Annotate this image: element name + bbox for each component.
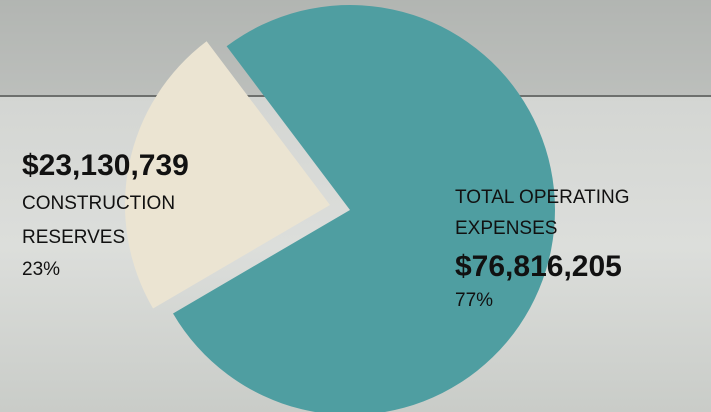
category-label: CONSTRUCTION	[22, 193, 175, 214]
value-label: $23,130,739	[22, 149, 189, 182]
share-label: 23%	[22, 259, 60, 280]
category-label: EXPENSES	[455, 218, 557, 239]
value-label: $76,816,205	[455, 250, 622, 283]
category-label: TOTAL OPERATING	[455, 187, 630, 208]
labels: $23,130,739 CONSTRUCTION RESERVES 23% TOTAL …	[22, 149, 630, 311]
category-label: RESERVES	[22, 227, 125, 248]
share-label: 77%	[455, 290, 493, 311]
pie	[124, 5, 555, 412]
pie-slice	[173, 5, 555, 412]
pie-slice	[124, 41, 330, 309]
